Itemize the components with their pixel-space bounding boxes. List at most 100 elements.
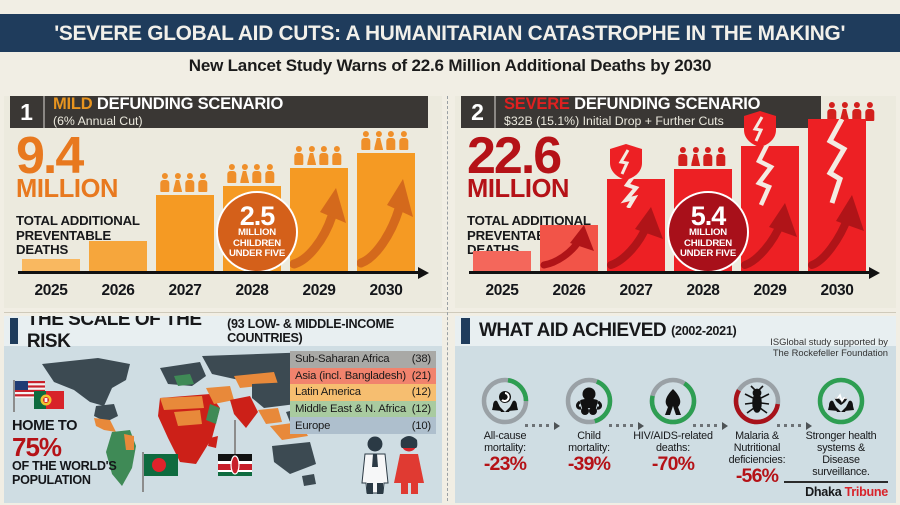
bangladesh-flag: [142, 452, 178, 492]
portugal-flag: [34, 391, 64, 409]
legend-label: Latin America: [295, 386, 361, 399]
page-title: 'SEVERE GLOBAL AID CUTS: A HUMANITARIAN …: [54, 20, 846, 45]
person-icon: [373, 131, 384, 150]
bar-2029: [290, 168, 348, 271]
kenya-flag: [218, 420, 252, 476]
study-source-line2: The Rockefeller Foundation: [772, 347, 888, 358]
scenario-mild-number: 1: [10, 96, 45, 128]
person-icon: [715, 147, 726, 166]
legend-count: (10): [411, 419, 432, 432]
scenario-mild-header: 1 MILD DEFUNDING SCENARIO (6% Annual Cut…: [10, 96, 428, 128]
aid-panel-subtitle: (2002-2021): [671, 324, 737, 338]
bar-2029: [741, 146, 799, 271]
risk-panel-subtitle: (93 LOW- & MIDDLE-INCOME COUNTRIES): [227, 317, 394, 345]
children-bubble-severe-l1: MILLION: [688, 227, 728, 239]
connector-2: [609, 421, 647, 430]
headline-banner: 'SEVERE GLOBAL AID CUTS: A HUMANITARIAN …: [0, 14, 900, 52]
achievement-value: -39%: [567, 453, 611, 475]
person-icon: [864, 102, 875, 121]
children-bubble-mild-value: 2.5: [239, 201, 276, 232]
bar-2025: [473, 251, 531, 271]
scenario-severe-total-number: 22.6: [467, 127, 562, 185]
bar-2026: [540, 225, 598, 271]
x-tick-2030: 2030: [369, 282, 403, 299]
x-tick-2027: 2027: [168, 282, 202, 299]
dhaka-tribune-logo: Dhaka Tribune: [784, 481, 888, 499]
scenario-mild-title: MILD DEFUNDING SCENARIO: [53, 96, 284, 113]
legend-row[interactable]: Asia (incl. Bangladesh) (21): [290, 367, 436, 385]
person-icon: [852, 102, 862, 121]
legend-row[interactable]: Sub-Saharan Africa (38): [290, 351, 436, 368]
legend-count: (21): [411, 369, 432, 382]
legend-label: Asia (incl. Bangladesh): [295, 369, 406, 382]
x-tick-2026: 2026: [552, 282, 586, 299]
doctor-figure: [361, 436, 389, 494]
person-icon: [703, 147, 713, 166]
people-group-2028: [227, 164, 275, 183]
aid-panel-title: WHAT AID ACHIEVED: [479, 320, 667, 341]
person-icon: [160, 173, 170, 192]
person-icon: [386, 131, 396, 150]
achievement-all-cause-mortality: All-cause mortality: -23%: [465, 376, 545, 475]
legend-row[interactable]: Europe (10): [290, 417, 436, 434]
scenario-severe-subtitle: $32B (15.1%) Initial Drop + Further Cuts: [504, 113, 724, 128]
children-bubble-severe-l3: UNDER FIVE: [679, 248, 737, 260]
scenario-panel-mild: 1 MILD DEFUNDING SCENARIO (6% Annual Cut…: [4, 96, 442, 308]
person-icon: [185, 173, 195, 192]
aid-panel: WHAT AID ACHIEVED (2002-2021) ISGlobal s…: [455, 316, 896, 503]
risk-legend: Sub-Saharan Africa (38) Asia (incl. Bang…: [290, 351, 436, 434]
achievement-child-mortality: Child mortality: -39%: [549, 376, 629, 475]
scenario-mild-title-rest: DEFUNDING SCENARIO: [96, 96, 284, 113]
home-to-line2: OF THE WORLD'S: [12, 459, 117, 473]
section-marker: [10, 318, 18, 344]
x-tick-2025: 2025: [34, 282, 68, 299]
hands-heartbeat-icon: [828, 393, 854, 412]
chart-severe: 5.4 MILLION CHILDREN UNDER FIVE 2025 202…: [455, 111, 896, 308]
achievement-stronger-health-systems: Stronger health systems & Disease surveilla…: [801, 376, 881, 478]
achievement-label: Stronger health systems & Disease surveilla…: [805, 430, 877, 478]
risk-panel: THE SCALE OF THE RISK (93 LOW- & MIDDLE-…: [4, 316, 442, 503]
scenario-mild-total: 9.4 MILLION: [16, 130, 118, 203]
x-tick-2030: 2030: [820, 282, 854, 299]
person-icon: [839, 102, 850, 121]
legend-label: Middle East & N. Africa: [295, 403, 406, 416]
person-icon: [678, 147, 688, 166]
bar-2030: [808, 119, 866, 271]
person-icon: [361, 131, 371, 150]
woman-figure: [394, 436, 424, 494]
legend-row[interactable]: Latin America (12): [290, 384, 436, 401]
aid-panel-header: WHAT AID ACHIEVED (2002-2021): [455, 316, 896, 346]
person-icon: [227, 164, 237, 183]
chart-mild: 2.5 MILLION CHILDREN UNDER FIVE 2025 202…: [4, 130, 442, 308]
hands-heart-icon: [492, 391, 518, 412]
children-bubble-severe-value: 5.4: [690, 201, 727, 232]
people-group-header-severe: [827, 102, 875, 121]
scenario-severe-number: 2: [461, 96, 496, 128]
legend-count: (12): [411, 386, 432, 399]
x-tick-2029: 2029: [753, 282, 787, 299]
bar-2025: [22, 259, 80, 271]
x-tick-2025: 2025: [485, 282, 519, 299]
scenario-mild-total-caption: TOTAL ADDITIONAL PREVENTABLE DEATHS: [16, 213, 140, 258]
logo-primary: Dhaka: [805, 485, 842, 499]
legend-row[interactable]: Middle East & N. Africa (12): [290, 400, 436, 418]
doctor-and-woman-figures: [361, 436, 424, 494]
person-icon: [239, 164, 250, 183]
x-tick-2028: 2028: [686, 282, 720, 299]
home-to-line1: HOME TO: [12, 418, 78, 434]
children-bubble-severe-l2: CHILDREN: [684, 237, 732, 249]
home-to-line3: POPULATION: [12, 472, 91, 487]
achievement-label: All-cause mortality:: [483, 430, 527, 454]
broken-shield-2027-icon: [610, 144, 642, 180]
flags-group: [12, 378, 84, 412]
achievement-value: -56%: [735, 465, 779, 487]
legend-count: (12): [411, 403, 432, 416]
x-axis-severe: [469, 271, 869, 274]
achievement-label: Malaria & Nutritional deficiencies:: [728, 430, 786, 466]
bar-2026: [89, 241, 147, 271]
home-to-percent: 75%: [12, 432, 62, 462]
connector-1: [525, 421, 563, 430]
baby-icon: [576, 387, 602, 415]
achievements-row: All-cause mortality: -23%: [463, 358, 888, 498]
